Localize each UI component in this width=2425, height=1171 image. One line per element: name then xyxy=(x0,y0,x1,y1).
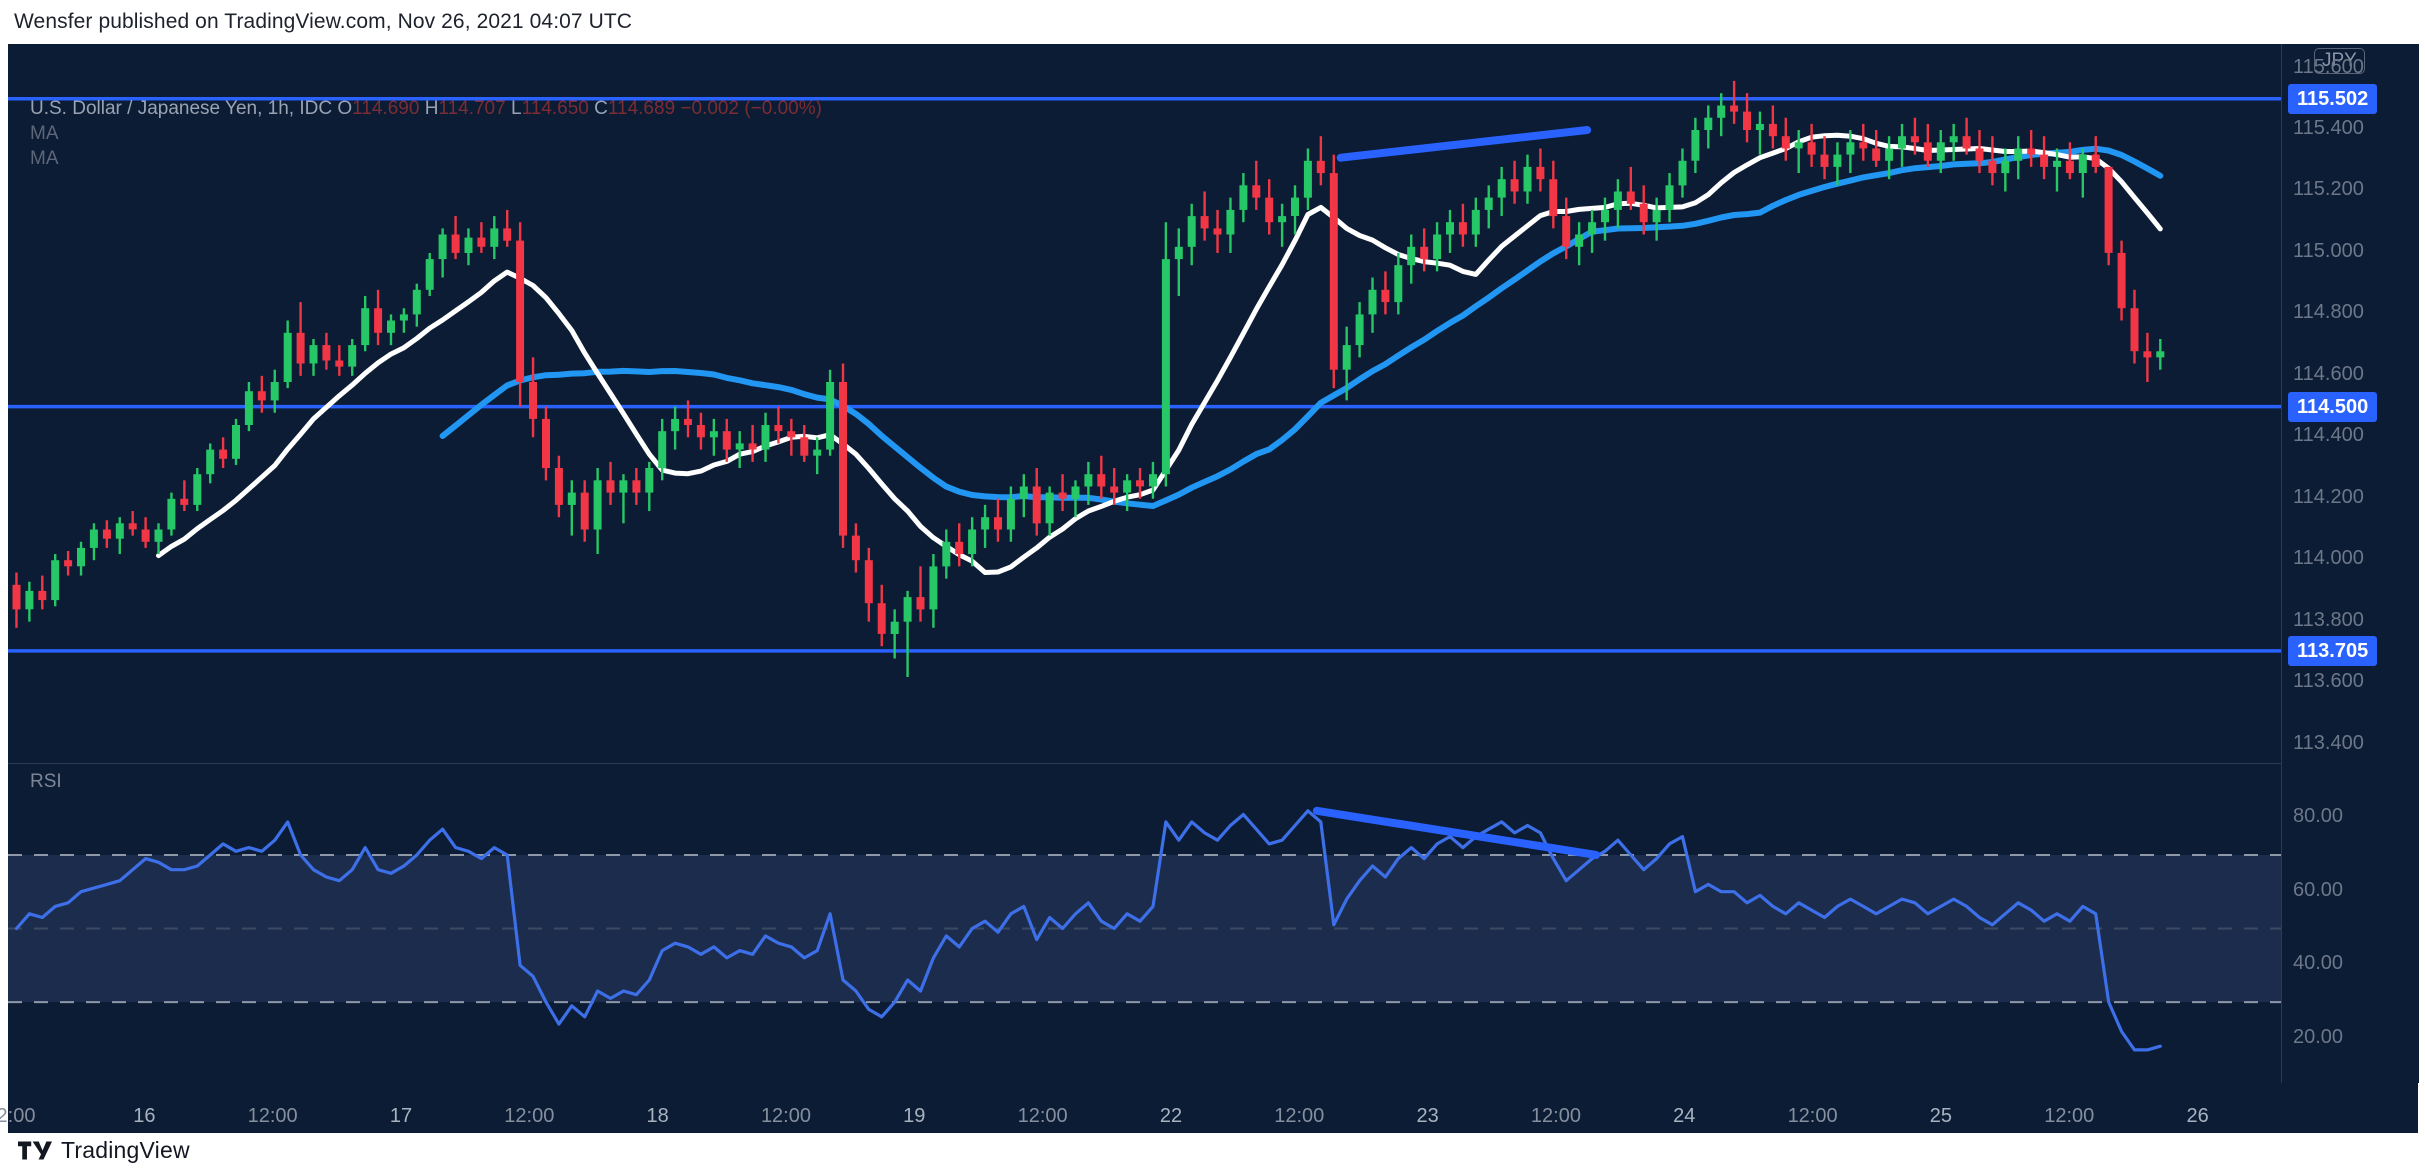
low-key: L xyxy=(510,98,522,119)
attribution-text: Wensfer published on TradingView.com, No… xyxy=(14,10,633,33)
time-tick-label: 12:00 xyxy=(760,1105,811,1127)
symbol-title: U.S. Dollar / Japanese Yen, 1h, IDC xyxy=(30,98,333,119)
close-value: 114.689 xyxy=(607,98,676,119)
close-key: C xyxy=(594,98,608,119)
price-tick-label: 114.800 xyxy=(2293,301,2364,324)
time-tick-label: 12:00 xyxy=(1787,1105,1838,1127)
price-tick-label: 115.200 xyxy=(2293,178,2364,201)
low-value: 114.650 xyxy=(521,98,589,119)
time-tick-label: 26 xyxy=(2186,1105,2209,1127)
rsi-tick-label: 20.00 xyxy=(2293,1025,2344,1048)
time-tick-label: 12:00 xyxy=(247,1105,298,1127)
footer-bar: TradingView xyxy=(0,1133,2425,1171)
currency-chip: JPY xyxy=(2314,48,2365,74)
rsi-tick-label: 60.00 xyxy=(2293,878,2344,901)
price-level-badge[interactable]: 113.705 xyxy=(2288,635,2378,666)
chart-legend: U.S. Dollar / Japanese Yen, 1h, IDC O114… xyxy=(30,96,822,171)
price-tick-label: 115.000 xyxy=(2293,239,2364,262)
time-tick-label: 12:00 xyxy=(504,1105,555,1127)
time-tick-label: 18 xyxy=(646,1105,669,1127)
price-level-badge[interactable]: 114.500 xyxy=(2288,391,2378,422)
time-tick-label: 16 xyxy=(133,1105,156,1127)
time-tick-label: 2:00 xyxy=(0,1105,36,1127)
time-tick-label: 12:00 xyxy=(1274,1105,1325,1127)
legend-symbol-row[interactable]: U.S. Dollar / Japanese Yen, 1h, IDC O114… xyxy=(30,96,822,121)
high-key: H xyxy=(424,98,439,119)
legend-rsi[interactable]: RSI xyxy=(30,771,62,792)
price-tick-label: 113.600 xyxy=(2293,670,2364,693)
chart-frame: U.S. Dollar / Japanese Yen, 1h, IDC O114… xyxy=(8,44,2419,1097)
time-tick-label: 23 xyxy=(1416,1105,1439,1127)
price-level-badge[interactable]: 115.502 xyxy=(2288,83,2378,114)
rsi-tick-label: 40.00 xyxy=(2293,952,2344,975)
attribution-bar: Wensfer published on TradingView.com, No… xyxy=(0,0,2425,44)
price-tick-label: 115.400 xyxy=(2293,117,2364,140)
open-key: O xyxy=(337,98,353,119)
legend-ma-fast[interactable]: MA xyxy=(30,123,59,144)
price-tick-label: 113.400 xyxy=(2293,731,2364,754)
rsi-tick-label: 80.00 xyxy=(2293,805,2344,828)
tradingview-logo[interactable]: TradingView xyxy=(18,1137,190,1164)
open-value: 114.690 xyxy=(352,98,420,119)
time-tick-label: 22 xyxy=(1159,1105,1183,1127)
price-scale[interactable]: JPY 115.600 115.400 115.200 115.000 114.800 1… xyxy=(2281,44,2419,1083)
tradingview-brand-text: TradingView xyxy=(61,1137,190,1163)
time-tick-label: 17 xyxy=(389,1105,413,1127)
time-tick-label: 24 xyxy=(1673,1105,1696,1127)
chart-panes[interactable] xyxy=(8,44,2281,1083)
price-tick-label: 114.000 xyxy=(2293,547,2364,570)
pane-divider xyxy=(8,763,2281,764)
price-tick-label: 114.400 xyxy=(2293,424,2364,447)
rsi-pane[interactable] xyxy=(8,763,2281,1083)
time-tick-label: 12:00 xyxy=(1017,1105,1068,1127)
high-value: 114.707 xyxy=(438,98,506,119)
price-tick-label: 113.800 xyxy=(2293,608,2364,631)
time-tick-label: 12:00 xyxy=(2044,1105,2095,1127)
time-tick-label: 25 xyxy=(1929,1105,1953,1127)
time-tick-label: 19 xyxy=(903,1105,926,1127)
price-tick-label: 114.200 xyxy=(2293,485,2364,508)
price-tick-label: 115.600 xyxy=(2293,55,2364,78)
time-tick-label: 12:00 xyxy=(1530,1105,1581,1127)
time-scale[interactable]: 2:00 16 12:00 17 12:00 18 12:00 19 12:00 22 12:00 2… xyxy=(0,1097,2418,1133)
price-pane[interactable] xyxy=(8,44,2281,763)
legend-ma-slow[interactable]: MA xyxy=(30,148,59,169)
change-value: −0.002 (−0.00%) xyxy=(680,98,822,119)
price-tick-label: 114.600 xyxy=(2293,362,2364,385)
tradingview-logo-icon xyxy=(18,1141,52,1159)
